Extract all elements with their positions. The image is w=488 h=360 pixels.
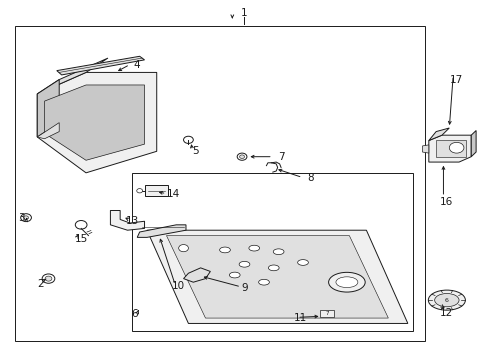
Circle shape [20,214,31,222]
Circle shape [42,274,55,283]
Circle shape [448,142,463,153]
Polygon shape [422,145,428,153]
Text: 14: 14 [167,189,180,199]
Polygon shape [37,80,59,137]
Polygon shape [428,128,448,140]
Polygon shape [137,225,185,237]
Ellipse shape [335,277,357,288]
Bar [132,173,412,330]
Text: 9: 9 [241,283,247,293]
Ellipse shape [229,272,240,278]
Text: 12: 12 [439,308,452,318]
Ellipse shape [427,290,465,310]
Polygon shape [44,85,144,160]
Ellipse shape [328,273,365,292]
Bar [15,26,424,341]
Text: 15: 15 [74,234,87,244]
Text: 6: 6 [131,310,138,319]
Text: 4: 4 [134,60,140,70]
Circle shape [45,276,52,281]
Polygon shape [183,268,210,282]
Ellipse shape [434,293,458,307]
Text: 6: 6 [444,298,448,303]
Polygon shape [435,140,466,157]
FancyBboxPatch shape [144,185,167,196]
Text: 7: 7 [277,152,284,162]
Text: 1: 1 [241,8,247,18]
Polygon shape [428,135,470,162]
Ellipse shape [258,279,269,285]
Circle shape [239,155,244,158]
Text: 5: 5 [192,146,199,156]
Circle shape [178,244,188,252]
FancyBboxPatch shape [320,310,333,317]
Text: 2: 2 [37,279,44,289]
Ellipse shape [273,249,284,255]
Polygon shape [37,72,157,173]
Circle shape [75,221,87,229]
Circle shape [183,136,193,143]
Text: 13: 13 [125,216,139,226]
Circle shape [237,153,246,160]
Ellipse shape [248,245,259,251]
Ellipse shape [297,260,308,265]
Polygon shape [37,58,108,94]
Polygon shape [470,131,475,157]
Circle shape [23,216,28,220]
Text: 11: 11 [293,313,306,323]
Text: 3: 3 [18,213,24,222]
Polygon shape [166,235,387,318]
Circle shape [137,189,142,193]
Polygon shape [57,56,144,75]
Polygon shape [37,123,59,139]
Ellipse shape [268,265,279,271]
Ellipse shape [219,247,230,253]
Text: 7: 7 [325,311,328,316]
Polygon shape [110,211,144,230]
Text: 10: 10 [172,281,185,291]
Text: 8: 8 [306,173,313,183]
Polygon shape [147,230,407,323]
Text: 17: 17 [449,75,462,85]
Ellipse shape [239,261,249,267]
Text: 16: 16 [439,197,452,207]
